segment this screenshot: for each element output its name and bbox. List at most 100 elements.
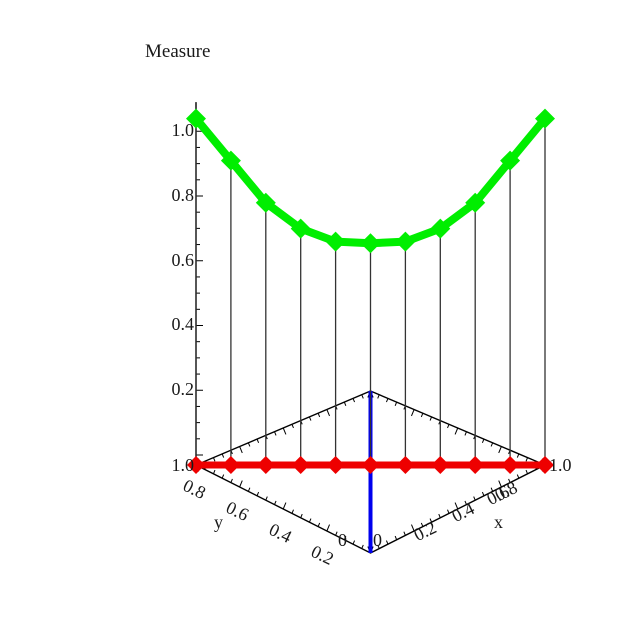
axis-tick [247, 487, 251, 492]
axis-tick [429, 416, 433, 421]
x-axis-label: x [494, 512, 503, 532]
axis-tick [300, 513, 303, 518]
axis-tick [361, 394, 364, 399]
axis-tick [212, 457, 216, 462]
data-point-projection [536, 456, 554, 474]
z-tick-4: 0.4 [171, 314, 195, 334]
data-point-measure [360, 233, 381, 254]
axis-tick [498, 480, 502, 488]
data-point-projection [431, 456, 450, 474]
data-point-projection [361, 456, 380, 474]
axis-tick [447, 424, 450, 429]
data-point-measure [290, 218, 311, 239]
axis-tick [239, 480, 243, 488]
axis-tick [464, 431, 467, 436]
axis-tick [490, 487, 494, 492]
axis-tick [481, 438, 485, 443]
axis-tick [403, 531, 406, 536]
axis-tick [438, 513, 441, 518]
axis-tick [429, 518, 433, 523]
z-tick-1: 1.0 [171, 120, 195, 140]
axis-tick [291, 509, 294, 514]
axis-tick [291, 424, 294, 429]
data-point-projection [326, 456, 345, 474]
data-point-projection [396, 456, 415, 474]
axis-tick [221, 453, 225, 458]
series-line-measure [192, 114, 549, 248]
axis-tick [525, 457, 529, 462]
axis-tick [247, 442, 251, 447]
axis-tick [308, 416, 312, 421]
axis-tick [256, 491, 260, 496]
axis-tick [343, 535, 347, 540]
axis-tick [394, 401, 398, 406]
axis-tick [282, 502, 287, 510]
axis-tick [490, 442, 494, 447]
axis-tick [508, 478, 511, 483]
axis-tick [352, 398, 356, 403]
x-tick-1_0: 1.0 [549, 455, 572, 475]
axis-tick [411, 524, 415, 532]
page-title: Measure [145, 41, 211, 62]
data-point-measure [220, 150, 241, 171]
axis-tick [274, 500, 277, 505]
axis-tick [335, 531, 338, 536]
axis-tick [343, 401, 347, 406]
z-baseline-label: 1.0 [171, 455, 195, 475]
data-point-projection [256, 456, 275, 474]
axis-tick [525, 469, 529, 474]
axis-tick [385, 398, 389, 403]
axis-tick [317, 522, 321, 527]
axis-tick [282, 427, 287, 435]
axis-tick [326, 524, 330, 532]
axis-tick [394, 535, 398, 540]
data-point-projection [291, 456, 310, 474]
axis-tick [498, 446, 502, 454]
data-point-measure [395, 231, 416, 252]
data-point-projection [187, 456, 205, 474]
axis-tick [352, 540, 356, 545]
data-point-projection [221, 456, 240, 474]
data-point-measure [500, 150, 521, 171]
axis-tick [411, 409, 415, 417]
axis-tick [516, 453, 520, 458]
axis-tick [221, 474, 225, 479]
axis-tick [377, 394, 380, 399]
axis-tick [464, 500, 467, 505]
axis-tick [361, 544, 364, 549]
data-point-measure [255, 192, 276, 213]
data-point-measure [535, 108, 555, 129]
axis-tick [516, 474, 520, 479]
axis-tick [239, 446, 243, 454]
y-tick-0: 0 [338, 530, 347, 550]
axis-tick [308, 518, 312, 523]
data-point-measure [430, 218, 451, 239]
axis-tick [377, 544, 380, 549]
data-point-measure [186, 108, 206, 129]
data-point-projection [501, 456, 520, 474]
z-tick-5: 0.2 [171, 379, 195, 399]
data-point-projection [466, 456, 485, 474]
z-tick-2: 0.8 [171, 185, 195, 205]
y-axis-label: y [214, 512, 223, 532]
data-point-measure [325, 231, 346, 252]
z-tick-3: 0.6 [171, 250, 195, 270]
axis-tick [230, 478, 233, 483]
axis-tick [317, 413, 321, 418]
axis-tick [420, 413, 424, 418]
axis-tick [326, 409, 330, 417]
data-point-measure [465, 192, 486, 213]
axis-tick [265, 496, 268, 501]
axis-tick [385, 540, 389, 545]
axis-tick [212, 469, 216, 474]
axis-tick [420, 522, 424, 527]
axis-tick [454, 502, 459, 510]
x-tick-0: 0 [373, 530, 382, 550]
axis-tick [454, 427, 459, 435]
axis-tick [473, 496, 476, 501]
axis-tick [447, 509, 450, 514]
axis-tick [481, 491, 485, 496]
axis-tick [274, 431, 277, 436]
